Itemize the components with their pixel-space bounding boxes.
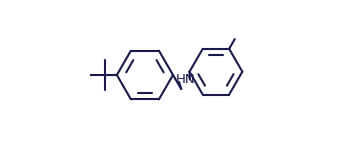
Text: HN: HN: [175, 73, 195, 86]
